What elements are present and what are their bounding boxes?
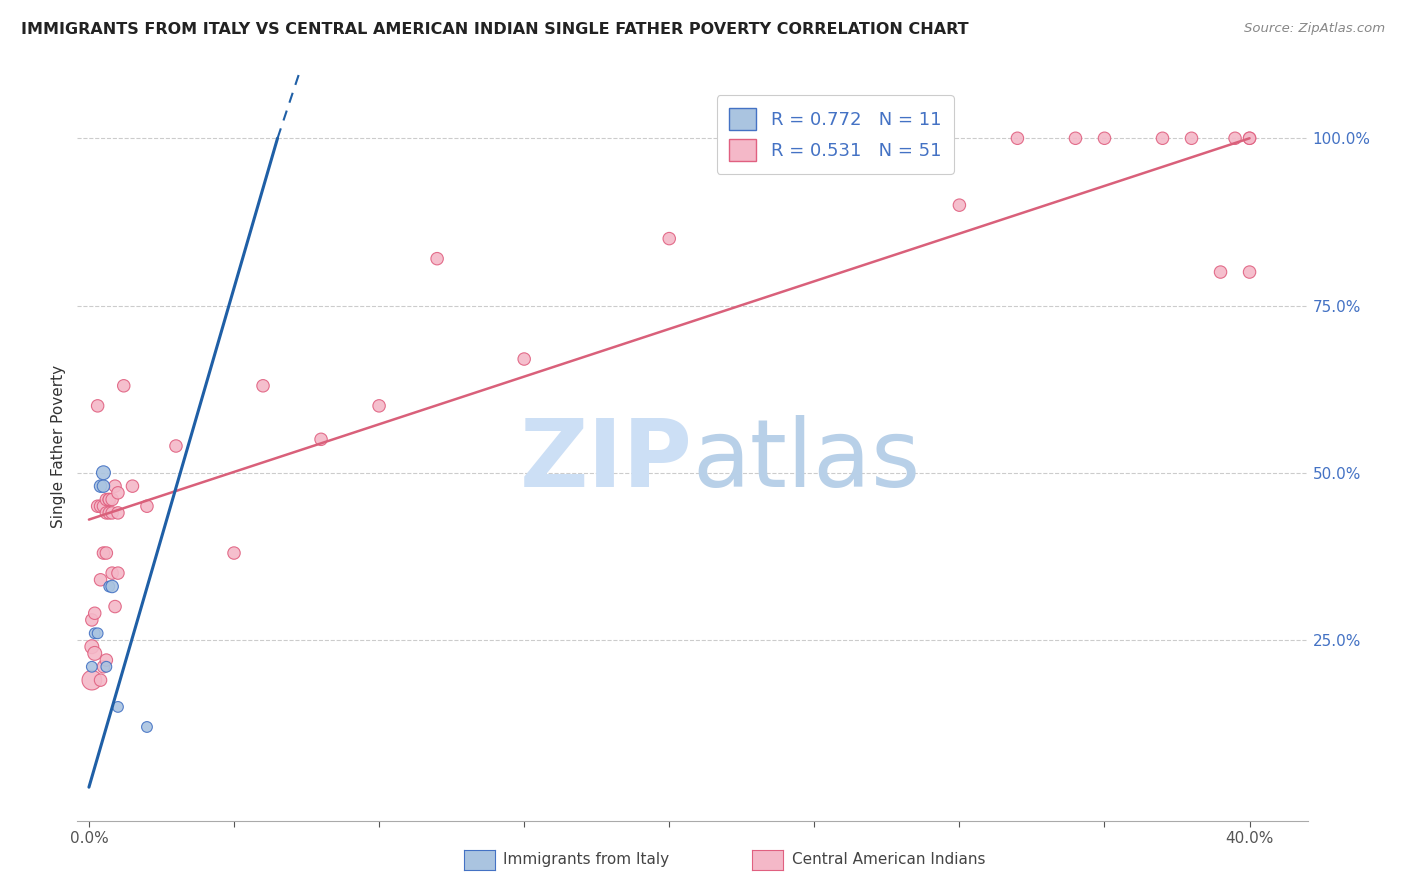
Point xyxy=(93,500,115,514)
Point xyxy=(98,506,121,520)
Point xyxy=(1239,131,1261,145)
Point xyxy=(101,580,124,594)
Point xyxy=(1180,131,1202,145)
Legend: R = 0.772   N = 11, R = 0.531   N = 51: R = 0.772 N = 11, R = 0.531 N = 51 xyxy=(717,95,955,174)
Text: IMMIGRANTS FROM ITALY VS CENTRAL AMERICAN INDIAN SINGLE FATHER POVERTY CORRELATI: IMMIGRANTS FROM ITALY VS CENTRAL AMERICA… xyxy=(21,22,969,37)
Point xyxy=(80,613,103,627)
Point xyxy=(96,660,118,674)
Point xyxy=(1152,131,1174,145)
Point xyxy=(98,492,121,507)
Point xyxy=(90,500,112,514)
Point xyxy=(96,492,118,507)
Text: ZIP: ZIP xyxy=(520,415,693,507)
Point xyxy=(96,506,118,520)
Point xyxy=(107,566,129,581)
Point xyxy=(101,566,124,581)
Point xyxy=(658,232,681,246)
Point xyxy=(1094,131,1116,145)
Point xyxy=(104,479,127,493)
Point xyxy=(1239,131,1261,145)
Point xyxy=(90,673,112,688)
Point xyxy=(107,700,129,714)
Point xyxy=(121,479,143,493)
Point xyxy=(96,546,118,560)
Point xyxy=(96,653,118,667)
Point xyxy=(426,252,449,266)
Point xyxy=(948,198,970,212)
Point xyxy=(101,492,124,507)
Point xyxy=(86,626,108,640)
Point xyxy=(1064,131,1087,145)
Point xyxy=(104,599,127,614)
Point xyxy=(93,466,115,480)
Point xyxy=(165,439,187,453)
Text: Immigrants from Italy: Immigrants from Italy xyxy=(503,853,669,867)
Point xyxy=(93,660,115,674)
Point xyxy=(107,486,129,500)
Point xyxy=(80,640,103,654)
Point xyxy=(136,720,159,734)
Point xyxy=(368,399,391,413)
Point xyxy=(1239,265,1261,279)
Text: Source: ZipAtlas.com: Source: ZipAtlas.com xyxy=(1244,22,1385,36)
Point xyxy=(513,352,536,367)
Point xyxy=(93,546,115,560)
Point xyxy=(98,492,121,507)
Point xyxy=(1007,131,1029,145)
Point xyxy=(93,479,115,493)
Point xyxy=(83,626,105,640)
Point xyxy=(80,673,103,688)
Point xyxy=(107,506,129,520)
Point xyxy=(90,479,112,493)
Point xyxy=(112,379,135,393)
Point xyxy=(101,506,124,520)
Point xyxy=(1223,131,1246,145)
Y-axis label: Single Father Poverty: Single Father Poverty xyxy=(51,365,66,527)
Text: Central American Indians: Central American Indians xyxy=(792,853,986,867)
Point xyxy=(136,500,159,514)
Point xyxy=(83,607,105,621)
Point xyxy=(86,399,108,413)
Point xyxy=(83,646,105,660)
Point xyxy=(98,580,121,594)
Point xyxy=(252,379,274,393)
Point xyxy=(86,500,108,514)
Point xyxy=(90,573,112,587)
Point xyxy=(803,131,825,145)
Point xyxy=(1209,265,1232,279)
Point xyxy=(80,660,103,674)
Point xyxy=(222,546,245,560)
Point xyxy=(309,433,332,447)
Text: atlas: atlas xyxy=(693,415,921,507)
